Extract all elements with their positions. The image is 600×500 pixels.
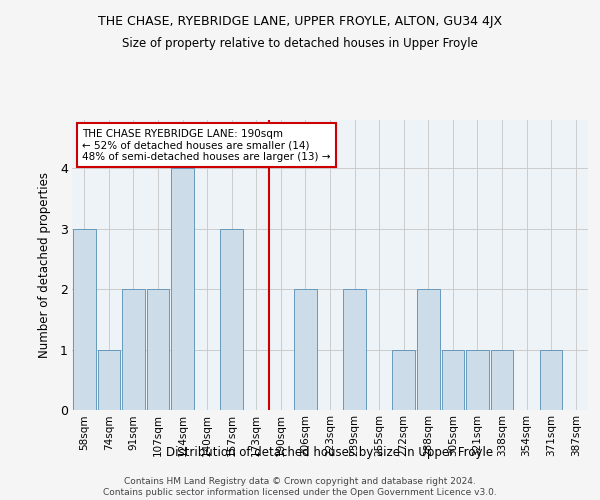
Text: Contains HM Land Registry data © Crown copyright and database right 2024.: Contains HM Land Registry data © Crown c… [124,476,476,486]
Bar [491,350,514,410]
Text: Size of property relative to detached houses in Upper Froyle: Size of property relative to detached ho… [122,38,478,51]
Bar [540,350,562,410]
Bar [122,289,145,410]
Bar [343,289,366,410]
Text: Distribution of detached houses by size in Upper Froyle: Distribution of detached houses by size … [166,446,494,459]
Bar [73,229,95,410]
Bar [146,289,169,410]
Bar [171,168,194,410]
Bar [294,289,317,410]
Y-axis label: Number of detached properties: Number of detached properties [38,172,52,358]
Bar [98,350,120,410]
Text: Contains public sector information licensed under the Open Government Licence v3: Contains public sector information licen… [103,488,497,497]
Bar [466,350,489,410]
Bar [392,350,415,410]
Bar [442,350,464,410]
Bar [220,229,243,410]
Text: THE CHASE, RYEBRIDGE LANE, UPPER FROYLE, ALTON, GU34 4JX: THE CHASE, RYEBRIDGE LANE, UPPER FROYLE,… [98,15,502,28]
Bar [417,289,440,410]
Text: THE CHASE RYEBRIDGE LANE: 190sqm
← 52% of detached houses are smaller (14)
48% o: THE CHASE RYEBRIDGE LANE: 190sqm ← 52% o… [82,128,331,162]
